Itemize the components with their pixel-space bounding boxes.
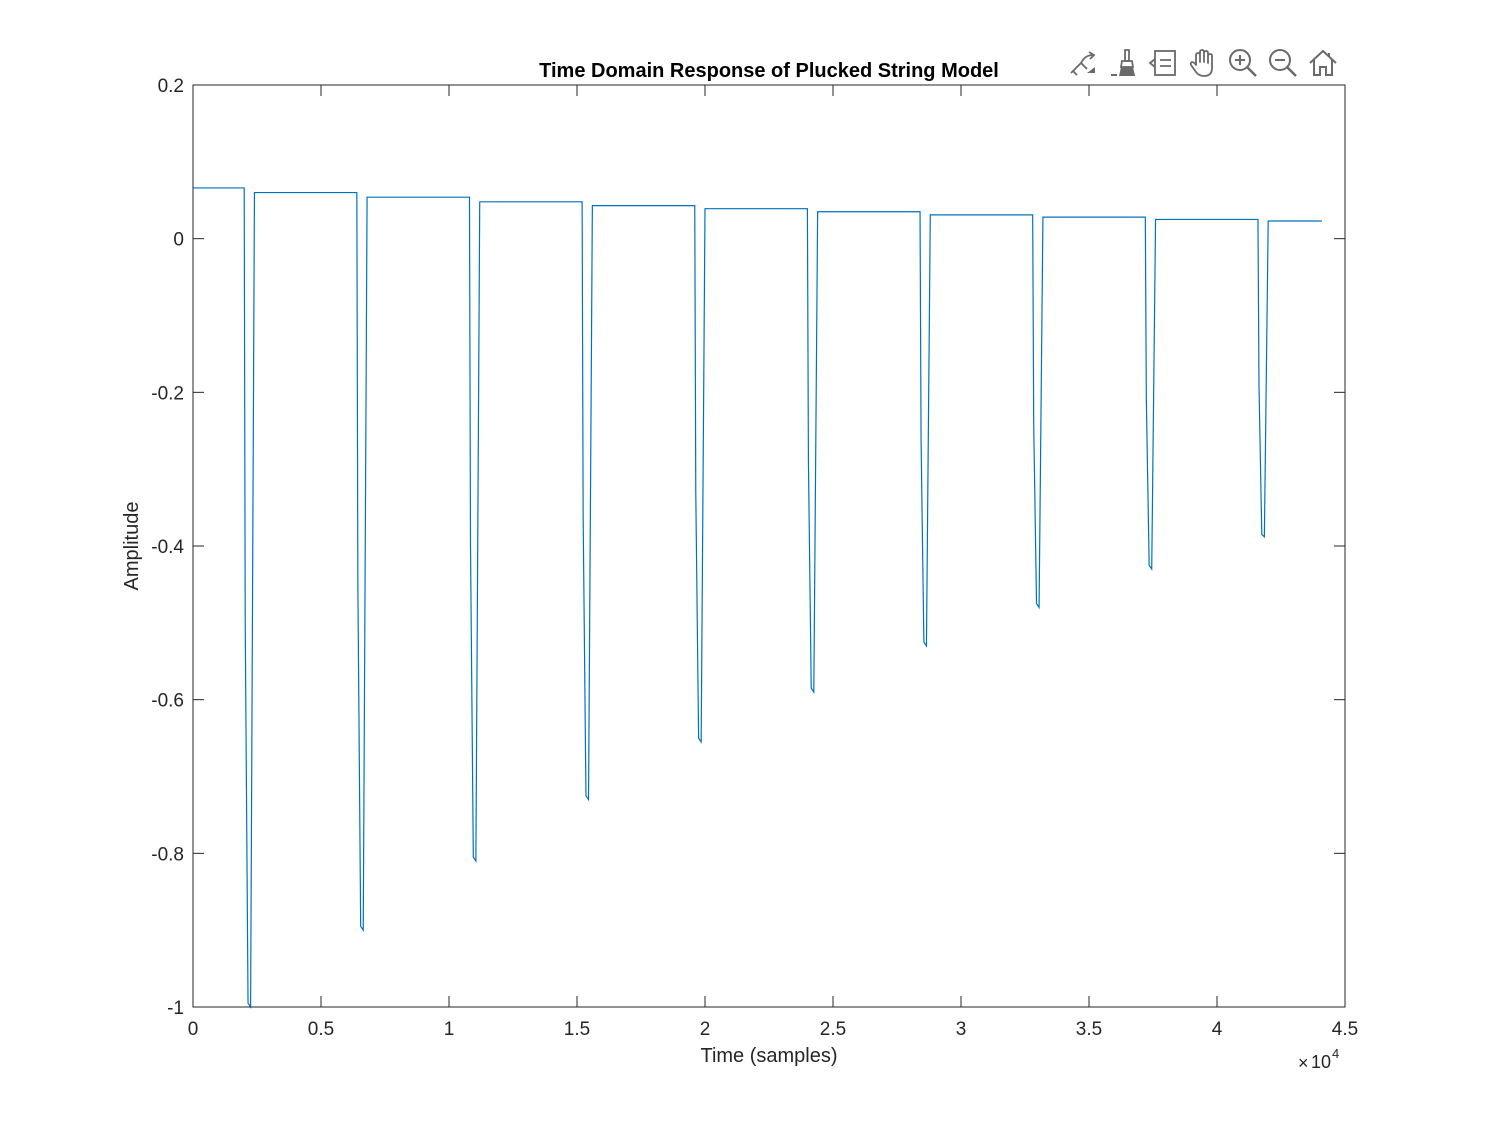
x-tick-label: 4.5 xyxy=(1332,1019,1358,1040)
data-tips-button[interactable] xyxy=(1144,44,1182,82)
x-tick-label: 3 xyxy=(956,1019,967,1040)
x-tick-label: 4 xyxy=(1212,1019,1223,1040)
pan-button[interactable] xyxy=(1184,44,1222,82)
x-tick-label: 0 xyxy=(188,1019,199,1040)
x-exponent-power: 4 xyxy=(1332,1046,1339,1061)
y-tick-label: 0 xyxy=(173,230,184,251)
home-icon xyxy=(1309,49,1337,76)
axes-box xyxy=(192,84,1346,1008)
y-tick-label: 0.2 xyxy=(158,76,184,97)
y-tick-label: -1 xyxy=(167,998,184,1019)
x-tick-label: 3.5 xyxy=(1076,1019,1102,1040)
data-tips-icon xyxy=(1148,50,1176,76)
zoom-in-button[interactable] xyxy=(1224,44,1262,82)
brush-icon xyxy=(1111,49,1135,76)
brush-button[interactable] xyxy=(1104,44,1142,82)
x-tick-label: 2 xyxy=(700,1019,711,1040)
y-axis-label: Amplitude xyxy=(121,502,143,591)
zoom-out-icon xyxy=(1269,49,1297,77)
x-tick-label: 1.5 xyxy=(564,1019,590,1040)
tick-labels: 0 0.5 1 1.5 2 2.5 3 3.5 4 4.5 -1 -0.8 -0.6 -0.4 -0.2 0 0… xyxy=(151,76,1358,1040)
edit-plot-icon xyxy=(1070,51,1096,76)
series-line xyxy=(193,187,1322,1009)
y-tick-label: -0.4 xyxy=(151,537,184,558)
y-tick-label: -0.6 xyxy=(151,691,184,712)
pan-hand-icon xyxy=(1189,49,1213,77)
zoom-out-button[interactable] xyxy=(1264,44,1302,82)
chart-title: Time Domain Response of Plucked String M… xyxy=(539,60,999,82)
x-tick-label: 1 xyxy=(444,1019,455,1040)
x-axis-label: Time (samples) xyxy=(700,1045,837,1067)
home-button[interactable] xyxy=(1304,44,1342,82)
edit-plot-button[interactable] xyxy=(1064,44,1102,82)
y-tick-label: -0.8 xyxy=(151,844,184,865)
zoom-in-icon xyxy=(1229,49,1257,77)
x-tick-label: 0.5 xyxy=(308,1019,334,1040)
y-tick-label: -0.2 xyxy=(151,383,184,404)
x-tick-label: 2.5 xyxy=(820,1019,846,1040)
axes-toolbar xyxy=(1064,44,1342,84)
x-exponent-base: 10 xyxy=(1311,1052,1331,1072)
plot-area xyxy=(193,85,1345,1007)
x-exponent-multiplier: × xyxy=(1298,1053,1309,1073)
